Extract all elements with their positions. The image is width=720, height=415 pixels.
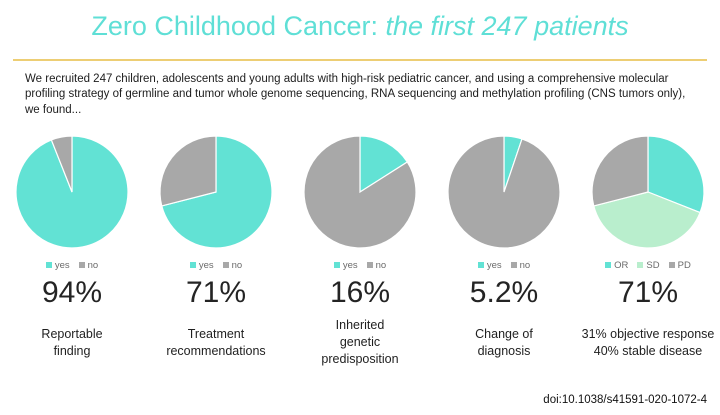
- pie-slice-PD: [591, 135, 649, 207]
- stat-value: 16%: [329, 276, 391, 309]
- pie-slice-yes: [359, 135, 409, 194]
- caption: Reportable finding: [41, 326, 103, 358]
- slide-title-italic: the first 247 patients: [385, 11, 629, 41]
- title-divider-line: [13, 59, 707, 61]
- pie-slice-no: [447, 135, 561, 249]
- pie-slice-no: [159, 135, 217, 207]
- legend-swatch-no: [366, 262, 373, 268]
- caption: Inherited genetic predisposition: [321, 318, 399, 366]
- caption: Change of diagnosis: [475, 326, 533, 358]
- pie-slice-OR: [647, 135, 705, 214]
- panel-change-of-diagnosis: yes no 5.2% Change of diagnosis: [432, 130, 576, 371]
- legend-swatch-no: [510, 262, 517, 268]
- stat-value: 94%: [41, 276, 103, 309]
- legend-label: no: [231, 259, 243, 271]
- slide-title-regular: Zero Childhood Cancer:: [91, 11, 386, 41]
- pie-chart-treatment-response: [591, 135, 705, 249]
- caption: 31% objective response 40% stable diseas…: [581, 326, 715, 358]
- legend-item-yes: yes: [45, 259, 70, 271]
- pie-chart-reportable-finding: [15, 135, 129, 249]
- legend-item-no: no: [78, 259, 99, 271]
- legend: OR SD PD: [605, 259, 691, 271]
- legend-item-SD: SD: [637, 259, 660, 271]
- pie-chart-treatment-recommendations: [159, 135, 273, 249]
- caption: Treatment recommendations: [166, 326, 266, 358]
- pie-slice-yes: [161, 135, 273, 249]
- legend: yes no: [333, 259, 387, 271]
- legend-swatch-OR: [605, 262, 612, 268]
- legend-label: no: [87, 259, 99, 271]
- legend-item-yes: yes: [477, 259, 502, 271]
- legend-swatch-SD: [637, 262, 644, 268]
- legend-swatch-PD: [668, 262, 675, 268]
- legend: yes no: [477, 259, 531, 271]
- legend-label: PD: [677, 259, 691, 271]
- panel-treatment-response: OR SD PD 71% 31% objective response 40% st…: [576, 130, 720, 371]
- legend-swatch-yes: [189, 262, 196, 268]
- panel-treatment-recommendations: yes no 71% Treatment recommendations: [144, 130, 288, 371]
- legend-swatch-yes: [45, 262, 52, 268]
- legend-swatch-yes: [477, 262, 484, 268]
- stat-value: 71%: [185, 276, 247, 309]
- legend-item-no: no: [222, 259, 243, 271]
- intro-text: We recruited 247 children, adolescents a…: [25, 73, 686, 116]
- legend-item-no: no: [510, 259, 531, 271]
- legend: yes no: [189, 259, 243, 271]
- legend-label: yes: [198, 259, 214, 271]
- legend-swatch-yes: [333, 262, 340, 268]
- legend-label: yes: [342, 259, 358, 271]
- legend-item-PD: PD: [668, 259, 691, 271]
- legend-label: no: [375, 259, 387, 271]
- legend-item-yes: yes: [333, 259, 358, 271]
- pie-chart-change-of-diagnosis: [447, 135, 561, 249]
- pie-panels-row: yes no 94% Reportable finding yes no 71% T…: [0, 130, 720, 371]
- legend: yes no: [45, 259, 99, 271]
- legend-item-yes: yes: [189, 259, 214, 271]
- stat-value: 5.2%: [469, 276, 539, 309]
- pie-slice-SD: [593, 191, 701, 249]
- legend-swatch-no: [78, 262, 85, 268]
- doi-citation: doi:10.1038/s41591-020-1072-4: [543, 394, 707, 406]
- legend-label: yes: [486, 259, 502, 271]
- panel-reportable-finding: yes no 94% Reportable finding: [0, 130, 144, 371]
- legend-label: SD: [646, 259, 660, 271]
- legend-item-no: no: [366, 259, 387, 271]
- legend-label: no: [519, 259, 531, 271]
- legend-label: yes: [54, 259, 70, 271]
- pie-slice-no: [50, 135, 73, 193]
- pie-slice-no: [303, 135, 417, 249]
- stat-value: 71%: [617, 276, 679, 309]
- legend-label: OR: [614, 259, 629, 271]
- slide: Zero Childhood Cancer: the first 247 pat…: [0, 10, 720, 415]
- pie-chart-inherited-genetic-predisposition: [303, 135, 417, 249]
- legend-item-OR: OR: [605, 260, 628, 271]
- panel-inherited-genetic-predisposition: yes no 16% Inherited genetic predispositi…: [288, 130, 432, 371]
- legend-swatch-no: [222, 262, 229, 268]
- slide-title: Zero Childhood Cancer: the first 247 pat…: [0, 10, 720, 42]
